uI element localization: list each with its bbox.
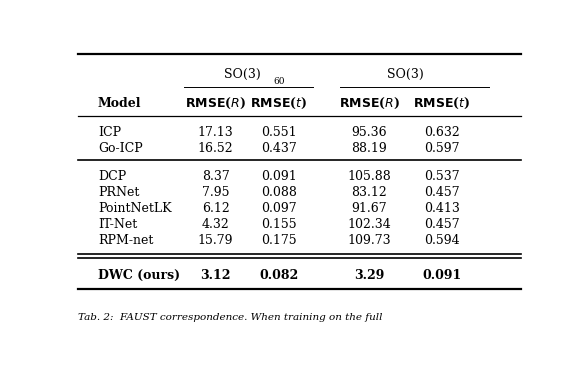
Text: $\mathbf{RMSE}$($\mathit{R}$): $\mathbf{RMSE}$($\mathit{R}$) [339, 96, 400, 111]
Text: 0.537: 0.537 [424, 170, 460, 183]
Text: 88.19: 88.19 [352, 142, 387, 155]
Text: PRNet: PRNet [98, 186, 139, 200]
Text: 83.12: 83.12 [352, 186, 387, 200]
Text: $\mathbf{RMSE}$($\mathit{t}$): $\mathbf{RMSE}$($\mathit{t}$) [413, 96, 471, 111]
Text: 17.13: 17.13 [198, 126, 234, 139]
Text: SO(3): SO(3) [387, 68, 424, 81]
Text: 0.551: 0.551 [261, 126, 297, 139]
Text: 102.34: 102.34 [347, 218, 391, 231]
Text: PointNetLK: PointNetLK [98, 203, 172, 215]
Text: 6.12: 6.12 [201, 203, 230, 215]
Text: 0.155: 0.155 [261, 218, 297, 231]
Text: $\mathbf{RMSE}$($\mathit{R}$): $\mathbf{RMSE}$($\mathit{R}$) [185, 96, 246, 111]
Text: 0.413: 0.413 [424, 203, 460, 215]
Text: 0.457: 0.457 [424, 186, 460, 200]
Text: 7.95: 7.95 [202, 186, 230, 200]
Text: 0.632: 0.632 [424, 126, 460, 139]
Text: SO(3): SO(3) [224, 68, 261, 81]
Text: 91.67: 91.67 [352, 203, 387, 215]
Text: 95.36: 95.36 [352, 126, 387, 139]
Text: 0.594: 0.594 [424, 234, 460, 248]
Text: 0.097: 0.097 [261, 203, 297, 215]
Text: Go-ICP: Go-ICP [98, 142, 142, 155]
Text: 60: 60 [273, 77, 285, 86]
Text: DCP: DCP [98, 170, 126, 183]
Text: 4.32: 4.32 [201, 218, 230, 231]
Text: 15.79: 15.79 [198, 234, 234, 248]
Text: ICP: ICP [98, 126, 121, 139]
Text: $\mathbf{RMSE}$($\mathit{t}$): $\mathbf{RMSE}$($\mathit{t}$) [251, 96, 308, 111]
Text: RPM-net: RPM-net [98, 234, 153, 248]
Text: 0.091: 0.091 [261, 170, 297, 183]
Text: 0.088: 0.088 [261, 186, 297, 200]
Text: 3.29: 3.29 [354, 269, 385, 282]
Text: 3.12: 3.12 [200, 269, 231, 282]
Text: 8.37: 8.37 [201, 170, 230, 183]
Text: 0.175: 0.175 [261, 234, 297, 248]
Text: IT-Net: IT-Net [98, 218, 137, 231]
Text: 109.73: 109.73 [347, 234, 391, 248]
Text: 16.52: 16.52 [198, 142, 234, 155]
Text: 0.597: 0.597 [424, 142, 460, 155]
Text: 0.437: 0.437 [261, 142, 297, 155]
Text: Tab. 2:  FAUST correspondence. When training on the full: Tab. 2: FAUST correspondence. When train… [78, 313, 382, 322]
Text: DWC (ours): DWC (ours) [98, 269, 180, 282]
Text: 0.091: 0.091 [422, 269, 461, 282]
Text: 0.457: 0.457 [424, 218, 460, 231]
Text: 0.082: 0.082 [259, 269, 298, 282]
Text: 105.88: 105.88 [347, 170, 391, 183]
Text: Model: Model [98, 97, 141, 110]
